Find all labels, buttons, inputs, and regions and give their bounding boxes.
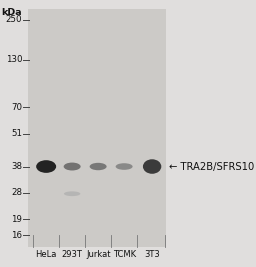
Ellipse shape <box>90 163 107 170</box>
Text: HeLa: HeLa <box>36 250 57 259</box>
Text: 51: 51 <box>11 129 22 138</box>
Text: 130: 130 <box>6 55 22 64</box>
Text: 16: 16 <box>11 231 22 240</box>
Text: 250: 250 <box>6 15 22 24</box>
Ellipse shape <box>64 163 81 171</box>
Text: 28: 28 <box>11 189 22 198</box>
Text: 19: 19 <box>11 215 22 224</box>
Ellipse shape <box>143 159 161 174</box>
Text: kDa: kDa <box>2 8 22 17</box>
Text: 293T: 293T <box>62 250 83 259</box>
Ellipse shape <box>64 191 80 196</box>
Text: Jurkat: Jurkat <box>86 250 110 259</box>
Text: ← TRA2B/SFRS10: ← TRA2B/SFRS10 <box>169 162 254 171</box>
Text: 3T3: 3T3 <box>144 250 160 259</box>
Ellipse shape <box>36 160 56 173</box>
Text: TCMK: TCMK <box>113 250 136 259</box>
Ellipse shape <box>116 163 133 170</box>
Text: 38: 38 <box>11 162 22 171</box>
Text: 70: 70 <box>11 103 22 112</box>
Bar <box>28 9 166 247</box>
